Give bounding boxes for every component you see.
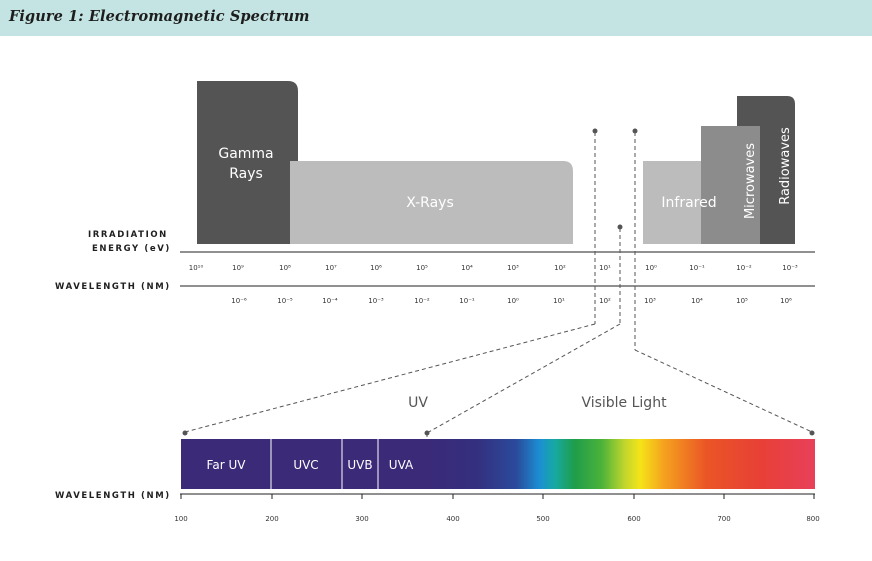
radiowaves-label: Radiowaves <box>778 127 793 205</box>
energy-axis-title-line2: ENERGY (eV) <box>92 244 171 254</box>
wavelength-tick: 10⁻⁴ <box>322 297 338 305</box>
energy-tick: 10¹ <box>599 264 611 272</box>
x-rays-band <box>290 161 573 244</box>
energy-tick: 10³ <box>507 264 519 272</box>
uvb-label: UVB <box>347 458 372 472</box>
bottom-wavelength-axis-title: WAVELENGTH (NM) <box>55 491 171 501</box>
bottom-tick: 700 <box>717 515 730 523</box>
wavelength-tick: 10³ <box>644 297 656 305</box>
energy-tick: 10⁷ <box>325 264 337 272</box>
microwaves-label: Microwaves <box>743 143 758 219</box>
bottom-tick: 200 <box>265 515 278 523</box>
uva-label: UVA <box>389 458 414 472</box>
energy-tick: 10² <box>554 264 566 272</box>
bottom-tick: 300 <box>355 515 368 523</box>
energy-tick: 10⁰ <box>645 264 657 272</box>
energy-tick: 10⁴ <box>461 264 473 272</box>
wavelength-tick: 10⁵ <box>736 297 748 305</box>
figure-title: Figure 1: Electromagnetic Spectrum <box>9 8 310 25</box>
energy-tick: 10⁻² <box>736 264 752 272</box>
energy-tick: 10⁸ <box>279 264 291 272</box>
energy-tick: 10⁶ <box>370 264 382 272</box>
wavelength-tick: 10⁴ <box>691 297 703 305</box>
wavelength-tick: 10⁻² <box>414 297 430 305</box>
bottom-tick-marks <box>180 494 815 499</box>
uv-bar <box>181 439 427 489</box>
microwaves-overlap <box>737 126 760 244</box>
bottom-tick: 800 <box>806 515 819 523</box>
wavelength-tick: 10² <box>599 297 611 305</box>
wavelength-tick: 10⁻³ <box>368 297 384 305</box>
energy-tick: 10¹⁰ <box>189 264 204 272</box>
energy-ticks: 10¹⁰ 10⁹ 10⁸ 10⁷ 10⁶ 10⁵ 10⁴ 10³ 10² 10¹… <box>189 264 798 272</box>
wavelength-tick: 10¹ <box>553 297 565 305</box>
uv-region-label: UV <box>408 395 428 411</box>
wavelength-tick: 10⁶ <box>780 297 792 305</box>
visible-spectrum-bar <box>427 439 815 489</box>
gamma-rays-band <box>197 81 298 244</box>
gamma-rays-label-line2: Rays <box>229 166 263 182</box>
energy-axis-title-line1: IRRADIATION <box>88 230 168 240</box>
wavelength-ticks: 10⁻⁶ 10⁻⁵ 10⁻⁴ 10⁻³ 10⁻² 10⁻¹ 10⁰ 10¹ 10… <box>231 297 792 305</box>
far-uv-label: Far UV <box>207 458 247 472</box>
energy-tick: 10⁻³ <box>782 264 798 272</box>
bottom-tick: 600 <box>627 515 640 523</box>
gamma-rays-label-line1: Gamma <box>218 146 273 162</box>
energy-tick: 10⁵ <box>416 264 428 272</box>
bottom-tick: 500 <box>536 515 549 523</box>
wavelength-axis-title: WAVELENGTH (NM) <box>55 282 171 292</box>
visible-light-label: Visible Light <box>581 395 667 411</box>
wavelength-tick: 10⁻¹ <box>459 297 475 305</box>
marker-dots <box>182 128 815 436</box>
energy-tick: 10⁻¹ <box>689 264 705 272</box>
wavelength-tick: 10⁰ <box>507 297 519 305</box>
wavelength-tick: 10⁻⁶ <box>231 297 247 305</box>
energy-tick: 10⁹ <box>232 264 244 272</box>
bottom-tick: 100 <box>174 515 187 523</box>
wavelength-tick: 10⁻⁵ <box>277 297 293 305</box>
figure-header: Figure 1: Electromagnetic Spectrum <box>0 0 872 36</box>
uvc-label: UVC <box>293 458 318 472</box>
x-rays-label: X-Rays <box>406 195 454 211</box>
bottom-ticks: 100 200 300 400 500 600 700 800 <box>174 515 819 523</box>
uv-dividers <box>270 439 379 489</box>
infrared-label: Infrared <box>661 195 716 211</box>
bottom-tick: 400 <box>446 515 459 523</box>
